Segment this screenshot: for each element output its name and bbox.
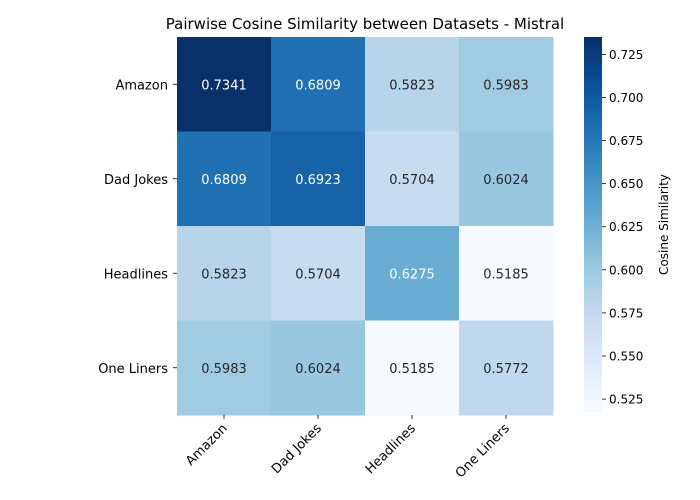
heatmap-cell	[177, 226, 272, 321]
colorbar-tick-label: 0.600	[609, 263, 643, 277]
colorbar-tick-label: 0.725	[609, 48, 643, 62]
heatmap-cell	[365, 320, 460, 416]
cell-value-label: 0.5772	[483, 362, 529, 377]
heatmap-cell	[365, 226, 460, 321]
heatmap-cell	[459, 226, 554, 321]
cell-value-label: 0.5704	[295, 267, 341, 282]
heatmap-cell	[271, 226, 366, 321]
colorbar	[584, 37, 602, 412]
heatmap-cell	[459, 131, 554, 227]
cell-value-label: 0.5704	[389, 173, 435, 188]
colorbar-tick-label: 0.550	[609, 349, 643, 363]
cell-value-label: 0.7341	[201, 78, 247, 93]
cell-value-label: 0.6809	[201, 173, 247, 188]
colorbar-tick-label: 0.650	[609, 177, 643, 191]
row-tick-label: Dad Jokes	[104, 173, 168, 188]
colorbar-tick-label: 0.675	[609, 134, 643, 148]
cell-value-label: 0.5185	[389, 362, 435, 377]
column-tick-label: Dad Jokes	[269, 421, 325, 477]
chart-title: Pairwise Cosine Similarity between Datas…	[166, 15, 564, 33]
cell-value-label: 0.6024	[483, 173, 529, 188]
cell-value-label: 0.5983	[201, 362, 247, 377]
column-tick-label: Amazon	[183, 421, 231, 469]
heatmap-cell	[365, 37, 460, 132]
cell-value-label: 0.6809	[295, 78, 341, 93]
cell-value-label: 0.5983	[483, 78, 529, 93]
row-tick-label: Amazon	[115, 78, 168, 93]
heatmap-cell	[271, 37, 366, 132]
heatmap-cell	[271, 131, 366, 227]
colorbar-tick-label: 0.575	[609, 306, 643, 320]
cell-value-label: 0.6024	[295, 362, 341, 377]
cell-value-label: 0.5823	[201, 267, 247, 282]
heatmap-cell	[365, 131, 460, 227]
heatmap-cell	[177, 131, 272, 227]
cell-value-label: 0.6923	[295, 173, 341, 188]
colorbar-tick-label: 0.700	[609, 91, 643, 105]
colorbar-tick-label: 0.525	[609, 393, 643, 407]
column-tick-label: Headlines	[363, 421, 419, 477]
heatmap-cells: 0.7341 0.6809 0.5823 0.5983 0.6809 0.6923 0.57…	[177, 37, 554, 416]
colorbar-ticks: 0.525 0.550 0.575 0.600 0.625 0.650 0.675 0.700…	[602, 48, 643, 407]
row-tick-labels: Amazon Dad Jokes Headlines One Liners	[98, 78, 177, 377]
row-tick-label: One Liners	[98, 362, 168, 377]
cell-value-label: 0.5185	[483, 267, 529, 282]
cell-value-label: 0.5823	[389, 78, 435, 93]
row-tick-label: Headlines	[104, 267, 168, 282]
cell-value-label: 0.6275	[389, 267, 435, 282]
colorbar-label: Cosine Similarity	[657, 174, 671, 275]
heatmap-cell	[177, 320, 272, 416]
heatmap-cell	[177, 37, 272, 132]
heatmap-cell	[271, 320, 366, 416]
column-tick-labels: Amazon Dad Jokes Headlines One Liners	[183, 415, 513, 481]
column-tick-label: One Liners	[453, 421, 513, 481]
heatmap-cell	[459, 37, 554, 132]
colorbar-tick-label: 0.625	[609, 220, 643, 234]
heatmap-cell	[459, 320, 554, 416]
